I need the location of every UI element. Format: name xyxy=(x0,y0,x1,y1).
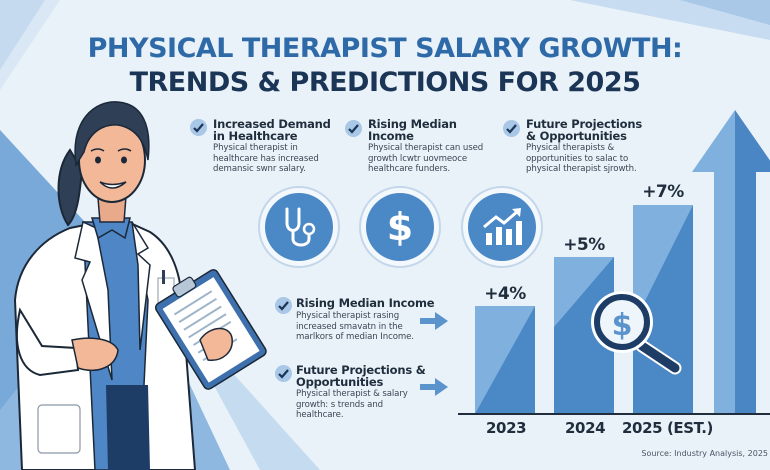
source-note: Source: Industry Analysis, 2025 xyxy=(641,449,768,458)
side-feature-desc-future: Physical therapist & salary growth: s tr… xyxy=(296,389,408,420)
check-icon xyxy=(190,119,207,136)
bar-2023 xyxy=(475,306,535,414)
check-icon xyxy=(503,120,520,137)
arrow-right-icon xyxy=(420,312,448,330)
stethoscope-icon xyxy=(258,186,340,268)
title-line-1: PHYSICAL THERAPIST SALARY GROWTH: xyxy=(87,33,683,64)
side-feature-desc-median-income: Physical therapist rasing increased smav… xyxy=(296,311,414,342)
feature-title-future: Future Projections & Opportunities xyxy=(526,117,642,143)
year-label-2024: 2024 xyxy=(565,419,606,437)
side-feature-title-median-income: Rising Median Income xyxy=(296,296,435,310)
check-icon xyxy=(345,120,362,137)
feature-title-median-income: Rising Median Income xyxy=(368,117,457,143)
arrow-right-icon xyxy=(420,378,448,396)
feature-title-demand: Increased Demand in Healthcare xyxy=(213,117,331,143)
svg-text:$: $ xyxy=(612,308,633,343)
title-line-2: TRENDS & PREDICTIONS FOR 2025 xyxy=(129,67,641,98)
bar-value-2024: +5% xyxy=(563,235,605,255)
bar-value-2025: +7% xyxy=(642,182,684,202)
feature-desc-demand: Physical therapist in healthcare has inc… xyxy=(213,143,319,174)
page-title: PHYSICAL THERAPIST SALARY GROWTH: TRENDS… xyxy=(0,32,770,100)
check-icon xyxy=(275,365,292,382)
year-label-2023: 2023 xyxy=(486,419,527,437)
bar-value-2023: +4% xyxy=(484,284,526,304)
bar-2024 xyxy=(554,257,614,414)
side-feature-title-future: Future Projections & Opportunities xyxy=(296,363,426,389)
feature-desc-median-income: Physical therapist can used growth lcwtr… xyxy=(368,143,484,174)
dollar-icon: $ xyxy=(359,186,441,268)
year-label-2025: 2025 (EST.) xyxy=(622,419,713,437)
x-axis xyxy=(458,413,770,415)
growth-chart-icon xyxy=(461,186,543,268)
svg-text:$: $ xyxy=(387,205,413,249)
check-icon xyxy=(275,297,292,314)
feature-desc-future: Physical therapists & opportunities to s… xyxy=(526,143,637,174)
